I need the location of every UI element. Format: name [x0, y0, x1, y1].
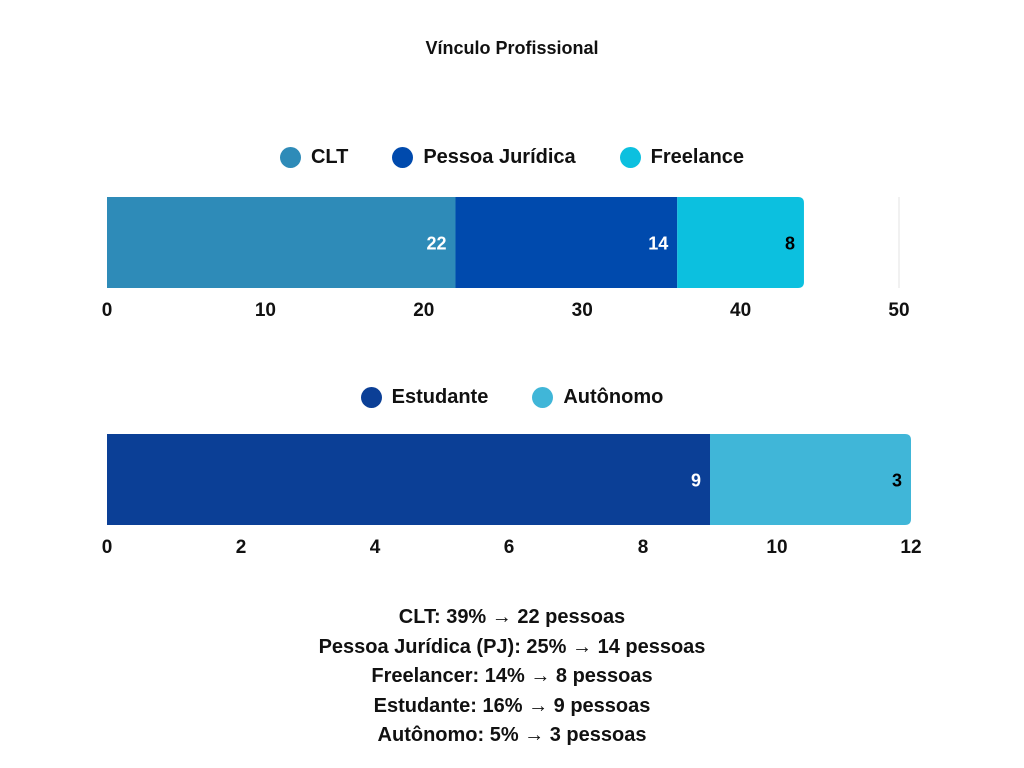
x-tick-label: 30	[572, 300, 593, 321]
legend-item-estudante: Estudante	[360, 386, 489, 409]
legend-bottom: Estudante Autônomo	[0, 386, 1024, 409]
x-tick-label: 8	[638, 537, 649, 558]
x-tick-label: 4	[370, 537, 381, 558]
data-label-autonomo: 3	[892, 471, 902, 491]
legend-label-estudante: Estudante	[391, 386, 489, 408]
bar-segment-pessoa-juridica	[455, 197, 678, 288]
legend-top: CLT Pessoa Jurídica Freelance	[0, 146, 1024, 169]
legend-label-clt: CLT	[310, 146, 349, 168]
legend-item-freelance: Freelance	[619, 146, 745, 169]
x-tick-label: 40	[730, 300, 751, 321]
x-tick-label: 2	[236, 537, 247, 558]
legend-swatch-estudante	[360, 387, 382, 408]
summary-line-freelancer: Freelancer: 14% → 8 pessoas	[371, 665, 653, 687]
bar-segment-autonomo	[710, 434, 911, 525]
legend-swatch-pessoa-juridica	[392, 147, 414, 168]
legend-label-autonomo: Autônomo	[563, 386, 664, 408]
x-tick-label: 10	[255, 300, 276, 321]
legend-label-pessoa-juridica: Pessoa Jurídica	[423, 146, 576, 168]
x-tick-label: 12	[900, 537, 921, 558]
legend-swatch-freelance	[619, 147, 641, 168]
bar-segment-estudante	[107, 434, 710, 525]
data-label-pessoa-juridica: 14	[648, 234, 668, 254]
summary-block: CLT: 39% → 22 pessoas Pessoa Jurídica (P…	[0, 603, 1024, 751]
legend-swatch-clt	[279, 147, 301, 168]
bar-segment-freelance	[677, 197, 804, 288]
x-tick-label: 20	[413, 300, 434, 321]
summary-line-estudante: Estudante: 16% → 9 pessoas	[373, 694, 651, 717]
x-tick-label: 0	[102, 300, 113, 321]
summary-line-pj: Pessoa Jurídica (PJ): 25% → 14 pessoas	[318, 635, 706, 658]
legend-item-autonomo: Autônomo	[532, 386, 663, 409]
summary-line-clt: CLT: 39% → 22 pessoas	[398, 606, 626, 628]
x-tick-label: 6	[504, 537, 515, 558]
x-tick-label: 50	[888, 300, 909, 321]
data-label-clt: 22	[426, 234, 446, 254]
data-label-freelance: 8	[785, 234, 795, 254]
legend-swatch-autonomo	[532, 387, 554, 408]
chart-title: Vínculo Profissional	[425, 38, 599, 58]
legend-label-freelance: Freelance	[650, 146, 745, 168]
x-tick-label: 10	[766, 537, 787, 558]
bar-segment-clt	[107, 197, 456, 288]
legend-item-clt: CLT	[279, 146, 349, 169]
summary-line-autonomo: Autônomo: 5% → 3 pessoas	[377, 724, 647, 746]
legend-item-pessoa-juridica: Pessoa Jurídica	[392, 146, 576, 169]
data-label-estudante: 9	[691, 471, 701, 491]
x-tick-label: 0	[102, 537, 113, 558]
